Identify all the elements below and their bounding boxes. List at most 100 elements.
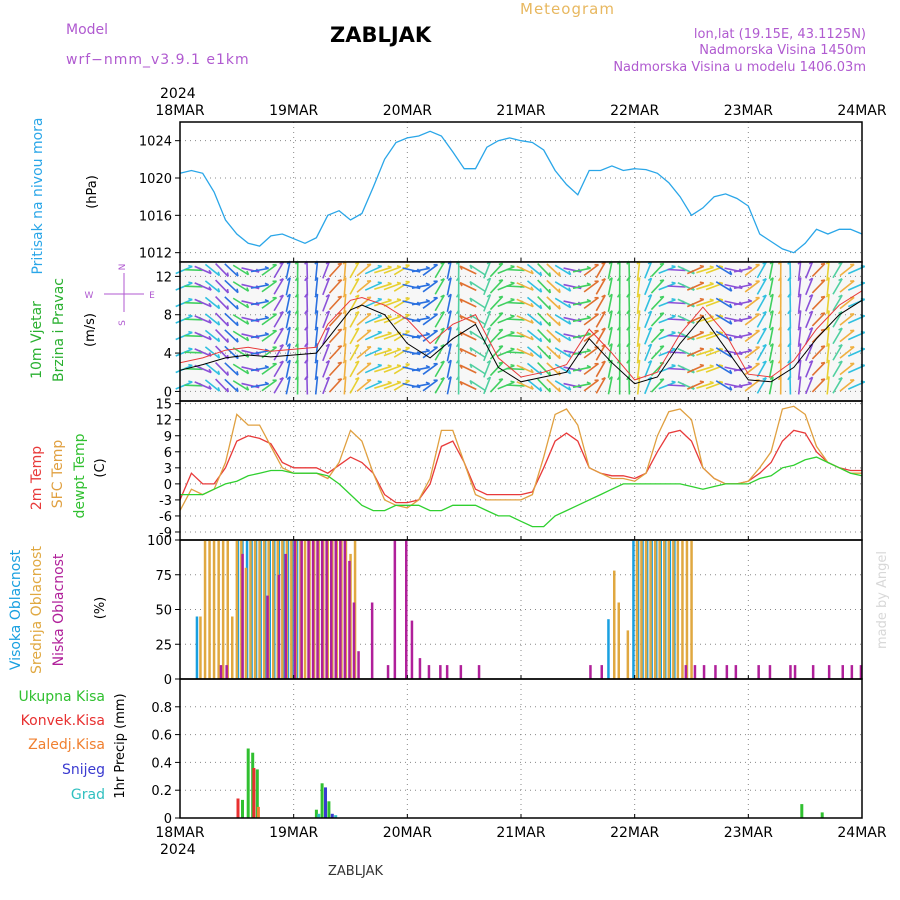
wind-arrow-head (671, 298, 676, 301)
wind-series-line-0 (179, 299, 863, 385)
wind-arrow (756, 360, 767, 378)
wind-arrow (250, 383, 269, 388)
wind-arrow-head (769, 359, 774, 364)
wind-arrow (422, 379, 439, 392)
wind-arrow (832, 377, 843, 394)
wind-arrow (526, 346, 542, 359)
wind-arrow-head (486, 293, 491, 298)
wind-arrow-head (558, 354, 561, 359)
wind-arrow (497, 348, 515, 357)
wind-arrow (446, 294, 452, 312)
wind-arrow-head (304, 293, 308, 298)
wind-compass: N E S W (85, 264, 156, 326)
wind-arrow-head (777, 326, 782, 331)
wind-arrow (686, 298, 705, 308)
compass-south: S (118, 320, 128, 326)
wind-arrow-head (699, 347, 704, 350)
wind-arrow-head (548, 354, 552, 360)
wind-arrow (411, 267, 430, 273)
wind-arrow-head (396, 347, 402, 351)
wind-arrow-head (469, 347, 473, 352)
wind-arrow-head (671, 331, 676, 334)
wind-arrow-head (709, 364, 714, 368)
precip-hail-label: Grad (71, 787, 105, 803)
wind-arrow-head (762, 277, 767, 282)
wind-arrow (383, 266, 402, 274)
wind-arrow (261, 363, 278, 375)
wind-arrow-head (354, 294, 360, 298)
bottom-tick-label: 22MAR (610, 825, 659, 841)
wind-arrow (650, 312, 665, 327)
wind-arrow (459, 347, 477, 358)
wind-arrow-head (777, 359, 782, 364)
station-title: ZABLJAK (330, 23, 432, 47)
wind-arrow (411, 366, 430, 372)
wind-arrow (224, 378, 239, 393)
wind-arrow (516, 282, 534, 291)
wind-arrow (805, 310, 814, 329)
cloud-unit: (%) (93, 597, 108, 620)
wind-arrow-head (769, 343, 774, 348)
clouds-bar (734, 665, 738, 679)
wind-arrow-head (486, 277, 491, 282)
clouds-bar (768, 665, 772, 679)
wind-arrow-head (718, 364, 724, 367)
clouds-bar (672, 540, 675, 679)
wind-arrow (497, 282, 515, 291)
wind-arrow (459, 314, 477, 325)
wind-arrow-head (396, 380, 402, 384)
wind-arrow-head (246, 386, 250, 391)
pressure-panel: 1012 1016 1020 1024 (139, 121, 863, 263)
wind-arrow (832, 344, 843, 361)
wind-arrow (261, 264, 278, 276)
wind-arrow-head (264, 381, 269, 385)
wind-arrow-head (769, 277, 774, 282)
wind-arrow (506, 268, 525, 272)
wind-arrow-head (377, 297, 382, 301)
wind-arrow (658, 282, 676, 291)
wind-arrow (667, 351, 686, 354)
wind-arrow-head (838, 311, 843, 315)
wind-arrow (343, 359, 347, 379)
sfctemp-label: SFC Temp (50, 440, 66, 509)
wind-arrow (175, 298, 193, 308)
wind-arrow-head (616, 310, 621, 315)
wind-arrow (328, 262, 343, 278)
bottom-tick-label: 23MAR (724, 825, 773, 841)
wind-arrow-head (608, 376, 613, 381)
wind-arrow-head (797, 293, 802, 298)
wind-arrow (607, 360, 613, 378)
wind-arrow (733, 366, 752, 372)
wind-arrow-head (354, 376, 360, 381)
wind-arrow-head (314, 277, 319, 282)
wind-arrow (744, 263, 760, 277)
wind-arrow (839, 313, 855, 326)
credit-watermark: made by Angel (875, 551, 890, 649)
precip-bar (236, 798, 240, 818)
wind-arrow (839, 362, 855, 376)
wind-arrow-head (510, 347, 515, 350)
wind-arrow (811, 361, 826, 377)
wind-arrow (516, 265, 534, 275)
wind-arrow (733, 333, 752, 339)
wind-arrow-head (264, 315, 269, 319)
wind-arrow (364, 315, 382, 324)
wind-arrow-head (387, 380, 392, 384)
wind-arrow-head (188, 297, 193, 301)
wind-arrow (526, 263, 542, 277)
wind-arrow-head (808, 277, 813, 282)
wind-arrow-head (188, 363, 193, 367)
wind-arrow-head (647, 376, 652, 381)
wind-arrow-head (294, 293, 299, 298)
wind-arrow-head (425, 331, 430, 336)
wind-arrow-head (354, 343, 360, 348)
wind-arrow-head (279, 327, 284, 331)
wind-arrow-head (337, 361, 342, 365)
wind-arrow-head (498, 295, 503, 299)
wind-arrow (374, 349, 392, 356)
wind-arrow (459, 281, 477, 292)
wind-arrow (446, 360, 452, 378)
wind-arrow (650, 295, 665, 311)
wind-arrow-head (530, 269, 534, 275)
